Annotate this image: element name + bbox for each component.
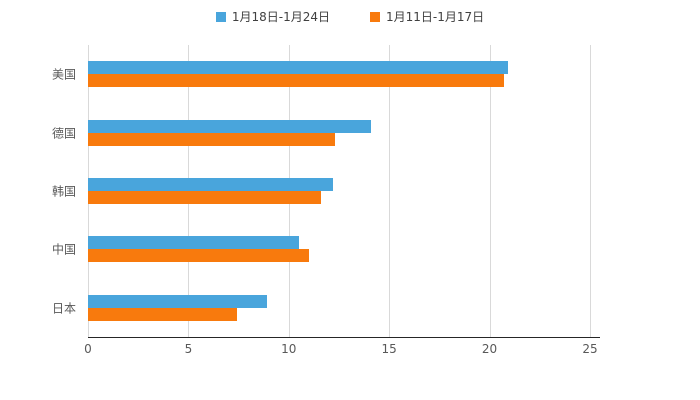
x-tick-label: 15 bbox=[381, 342, 397, 356]
y-category-label: 德国 bbox=[51, 126, 76, 141]
y-category-label: 美国 bbox=[51, 67, 76, 82]
bar-中国-series-1 bbox=[88, 249, 309, 263]
bar-中国-series-0 bbox=[88, 236, 299, 250]
bar-美国-series-0 bbox=[88, 61, 508, 75]
legend-item-1: 1月11日-1月17日 bbox=[370, 8, 484, 25]
legend-label: 1月18日-1月24日 bbox=[231, 10, 330, 24]
x-tick-label: 5 bbox=[184, 342, 193, 356]
bar-美国-series-1 bbox=[88, 74, 504, 88]
plot-area bbox=[88, 45, 600, 338]
bar-韩国-series-1 bbox=[88, 191, 321, 204]
x-tick-label: 10 bbox=[281, 342, 297, 356]
bar-德国-series-1 bbox=[88, 132, 335, 146]
chart-legend: 1月18日-1月24日 1月11日-1月17日 bbox=[0, 8, 700, 25]
y-category-label: 日本 bbox=[51, 301, 76, 316]
gridline-x-20 bbox=[489, 45, 491, 337]
bar-日本-series-0 bbox=[88, 294, 267, 308]
x-axis-labels: 0 5 10 15 20 25 bbox=[84, 342, 600, 358]
legend-swatch-icon bbox=[215, 11, 226, 22]
bar-韩国-series-0 bbox=[88, 178, 333, 191]
y-category-label: 中国 bbox=[51, 242, 76, 257]
legend-swatch-icon bbox=[370, 11, 380, 22]
bar-日本-series-1 bbox=[88, 307, 237, 321]
bar-德国-series-0 bbox=[88, 119, 372, 133]
legend-label: 1月11日-1月17日 bbox=[386, 10, 485, 24]
gridline-x-15 bbox=[389, 45, 391, 337]
y-category-label: 韩国 bbox=[51, 184, 76, 199]
x-tick-label: 0 bbox=[84, 342, 92, 356]
x-tick-label: 25 bbox=[582, 342, 598, 356]
x-tick-label: 20 bbox=[481, 342, 498, 356]
legend-item-0: 1月18日-1月24日 bbox=[215, 8, 330, 25]
gridline-x-25 bbox=[589, 45, 591, 337]
y-axis-labels: 美国德国韩国中国日本 bbox=[0, 45, 80, 337]
